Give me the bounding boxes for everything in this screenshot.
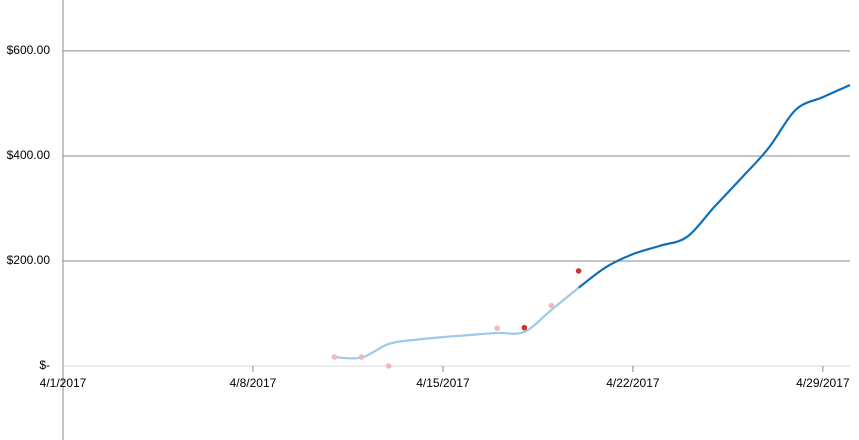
line-series [577, 84, 851, 289]
x-tick-label: 4/29/2017 [796, 376, 850, 390]
y-tick-label: $400.00 [7, 148, 51, 162]
point [575, 268, 582, 274]
x-tick-label: 4/1/2017 [40, 376, 87, 390]
x-tick-label: 4/8/2017 [230, 376, 277, 390]
y-tick-label: $- [39, 358, 50, 372]
point [548, 302, 555, 309]
y-tick-label: $200.00 [7, 253, 51, 267]
y-tick-label: $600.00 [7, 43, 51, 57]
point [494, 325, 501, 331]
point [521, 324, 528, 331]
point [385, 363, 392, 369]
line-series [334, 286, 580, 360]
point [358, 354, 365, 360]
point [331, 354, 338, 360]
x-tick-label: 4/15/2017 [416, 376, 470, 390]
x-tick-label: 4/22/2017 [606, 376, 660, 390]
